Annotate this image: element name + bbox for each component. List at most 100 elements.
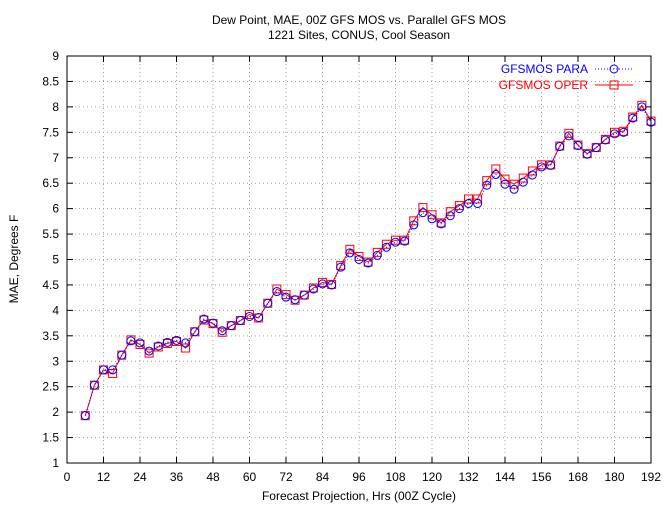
data-point-para <box>89 380 99 390</box>
y-tick-label: 5 <box>52 253 59 267</box>
data-point-para <box>573 141 583 151</box>
x-tick-label: 0 <box>64 470 71 484</box>
data-point-para <box>172 335 181 345</box>
data-point-para <box>591 143 601 153</box>
data-point-para <box>473 199 483 209</box>
legend-sample-para <box>595 64 633 74</box>
x-axis-label: Forecast Projection, Hrs (00Z Cycle) <box>262 489 456 503</box>
data-point-para <box>318 279 327 289</box>
data-point-para <box>610 129 619 139</box>
data-point-para <box>391 237 400 247</box>
data-point-oper <box>500 174 510 184</box>
chart-subtitle: 1221 Sites, CONUS, Cool Season <box>268 28 450 42</box>
data-point-para <box>464 199 473 209</box>
y-tick-label: 7.5 <box>42 125 59 139</box>
y-tick-label: 6.5 <box>42 176 59 190</box>
data-point-para <box>235 316 245 326</box>
data-point-para <box>363 258 373 268</box>
data-point-para <box>546 160 556 170</box>
chart-title: Dew Point, MAE, 00Z GFS MOS vs. Parallel… <box>212 13 506 27</box>
data-point-oper <box>491 164 501 174</box>
x-tick-label: 24 <box>133 470 147 484</box>
y-tick-label: 6 <box>52 202 59 216</box>
data-point-para <box>564 131 574 141</box>
data-point-para <box>500 179 510 189</box>
x-tick-label: 48 <box>206 470 220 484</box>
data-point-para <box>509 184 519 194</box>
data-point-para <box>281 292 291 302</box>
data-point-oper <box>518 173 528 183</box>
y-tick-label: 9 <box>52 49 59 63</box>
x-tick-label: 36 <box>170 470 184 484</box>
y-tick-label: 4.5 <box>42 278 59 292</box>
data-point-oper <box>464 194 473 204</box>
data-point-para <box>117 350 127 360</box>
data-point-para <box>162 337 172 347</box>
data-point-oper <box>409 216 419 226</box>
data-point-oper <box>509 179 519 189</box>
legend-sample-oper <box>595 80 633 90</box>
data-point-para <box>345 248 355 258</box>
data-point-para <box>582 149 592 159</box>
x-tick-label: 132 <box>458 470 478 484</box>
data-point-oper <box>473 194 483 204</box>
data-point-para <box>208 318 218 328</box>
data-point-para <box>144 346 154 356</box>
y-tick-label: 8 <box>52 100 59 114</box>
data-point-oper <box>564 128 574 138</box>
data-point-oper <box>372 247 382 257</box>
y-tick-labels: 1 1.5 2 2.5 3 3.5 4 4.5 5 5.5 6 6.5 7 7.5 8 8.5 9 <box>42 49 59 470</box>
data-point-oper <box>108 368 118 378</box>
data-point-para <box>308 284 318 294</box>
plot-area-frame <box>66 55 652 464</box>
data-point-para <box>537 162 546 172</box>
data-point-para <box>336 262 346 272</box>
data-point-para <box>619 127 629 137</box>
data-point-para <box>290 295 300 305</box>
data-point-para <box>181 338 191 348</box>
x-tick-label: 84 <box>316 470 330 484</box>
data-point-oper <box>181 343 191 353</box>
data-point-para <box>427 214 437 224</box>
data-point-para <box>199 314 209 324</box>
data-point-para <box>126 336 136 346</box>
x-tick-label: 168 <box>568 470 588 484</box>
data-point-para <box>354 255 364 264</box>
data-point-para <box>299 290 309 300</box>
series <box>80 100 656 421</box>
data-point-oper <box>527 166 537 176</box>
data-point-para <box>135 338 145 348</box>
x-tick-label: 144 <box>495 470 515 484</box>
y-tick-label: 1.5 <box>42 431 59 445</box>
x-tick-label: 96 <box>352 470 366 484</box>
data-point-para <box>518 177 528 187</box>
legend-marker-para <box>609 64 619 74</box>
data-point-para <box>637 102 647 112</box>
series-line-para <box>84 106 652 416</box>
data-point-para <box>491 170 501 180</box>
y-tick-label: 2 <box>52 405 59 419</box>
series-oper <box>80 100 656 421</box>
x-tick-label: 60 <box>243 470 257 484</box>
data-point-oper <box>272 284 282 294</box>
data-point-para <box>555 142 565 152</box>
data-point-para <box>99 365 108 375</box>
data-point-para <box>263 298 273 308</box>
y-tick-label: 3.5 <box>42 329 59 343</box>
data-point-oper <box>482 176 492 186</box>
data-point-para <box>372 250 382 260</box>
data-point-para <box>153 341 163 351</box>
x-tick-label: 156 <box>531 470 551 484</box>
data-point-oper <box>427 210 437 220</box>
data-point-para <box>418 208 428 218</box>
data-point-para <box>217 326 227 336</box>
x-tick-label: 12 <box>97 470 111 484</box>
y-tick-label: 4 <box>52 303 59 317</box>
data-point-para <box>190 327 200 337</box>
x-tick-label: 108 <box>385 470 405 484</box>
data-point-para <box>226 321 236 331</box>
y-tick-label: 3 <box>52 354 59 368</box>
legend-label-oper: GFSMOS OPER <box>499 78 589 92</box>
y-tick-label: 1 <box>52 456 59 470</box>
x-tick-label: 180 <box>604 470 624 484</box>
